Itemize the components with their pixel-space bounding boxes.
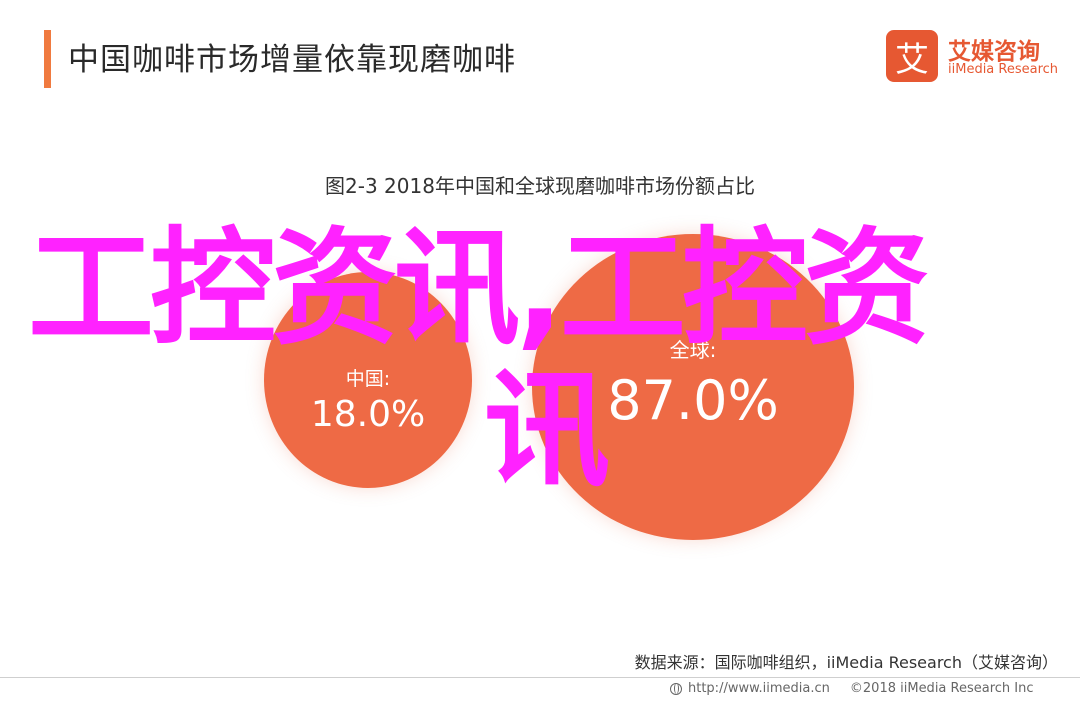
footer-copyright: ©2018 iiMedia Research Inc — [849, 681, 1034, 696]
logo-mark-icon: 艾 — [886, 30, 938, 82]
slide-title: 中国咖啡市场增量依靠现磨咖啡 — [68, 42, 516, 78]
logo-name-cn: 艾媒咨询 — [948, 39, 1040, 65]
bubble-china-label: 中国: — [345, 368, 391, 390]
logo-name-en: iiMedia Research — [948, 62, 1059, 77]
bubble-global-label: 全球: — [669, 338, 717, 362]
title-accent-bar — [44, 30, 51, 88]
bubble-china: 中国: 18.0% — [264, 272, 472, 488]
chart-title: 图2-3 2018年中国和全球现磨咖啡市场份额占比 — [325, 174, 755, 198]
bubble-global-value: 87.0% — [607, 369, 779, 432]
watermark-overlay-line1: 工控资讯,工控资 — [28, 215, 930, 362]
footer: http://www.iimedia.cn ©2018 iiMedia Rese… — [670, 681, 1034, 696]
bubble-china-value: 18.0% — [310, 394, 426, 435]
globe-icon — [670, 682, 682, 695]
footer-url[interactable]: http://www.iimedia.cn — [688, 681, 830, 696]
bubble-global: 全球: 87.0% — [532, 234, 854, 540]
footer-divider — [0, 677, 1080, 678]
watermark-overlay-line2: 讯 — [484, 357, 610, 504]
iimedia-logo: 艾 艾媒咨询 iiMedia Research — [886, 30, 1062, 86]
data-source-note: 数据来源：国际咖啡组织，iiMedia Research（艾媒咨询） — [634, 653, 1058, 672]
